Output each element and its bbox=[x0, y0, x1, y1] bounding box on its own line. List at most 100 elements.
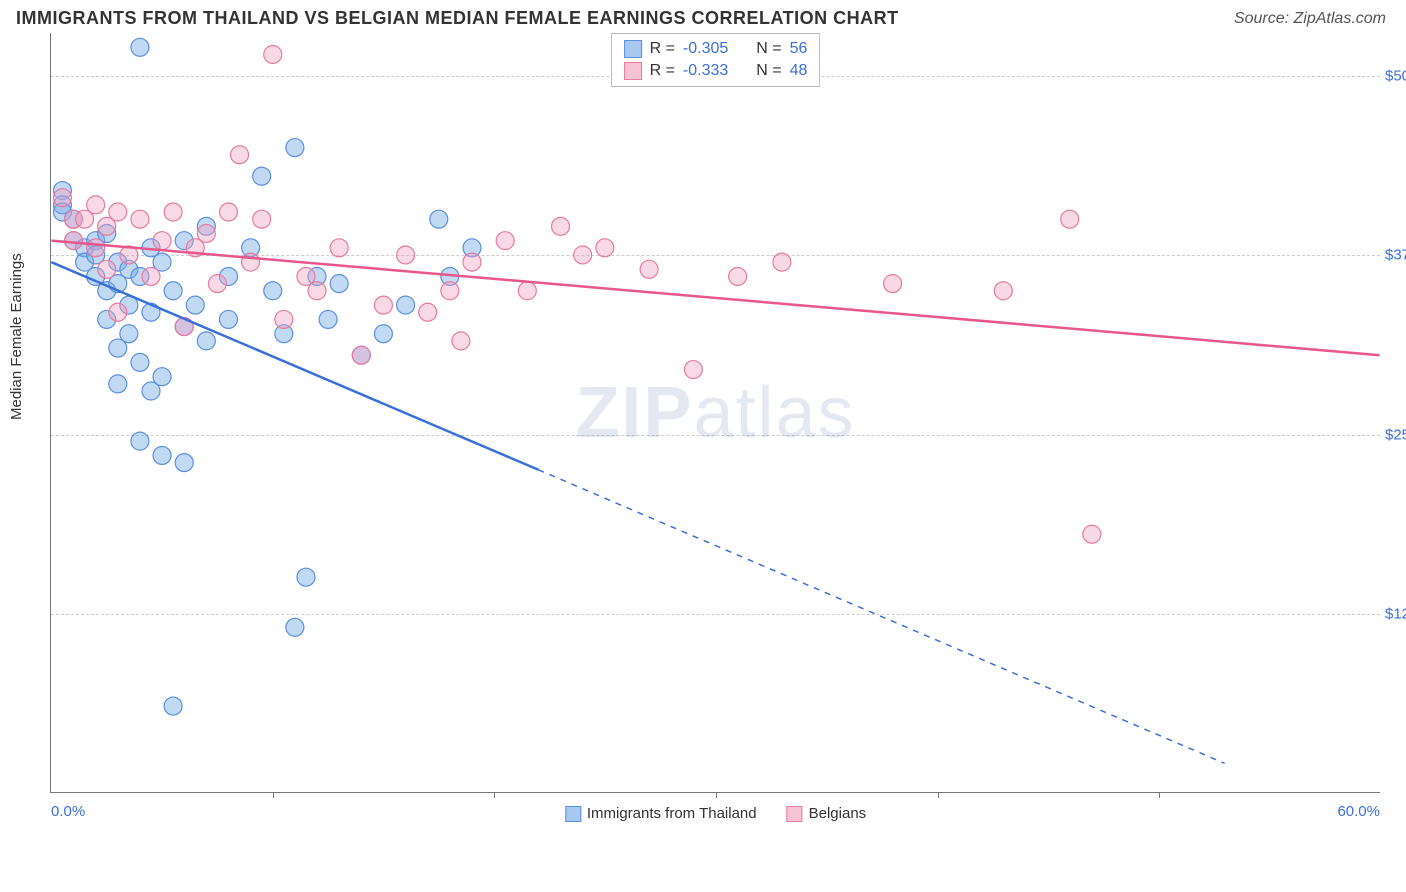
data-point bbox=[374, 325, 392, 343]
data-point bbox=[153, 446, 171, 464]
data-point bbox=[109, 303, 127, 321]
data-point bbox=[264, 282, 282, 300]
data-point bbox=[552, 217, 570, 235]
x-tick bbox=[494, 792, 495, 798]
stat-n-label: N = bbox=[756, 62, 781, 80]
data-point bbox=[640, 260, 658, 278]
data-point bbox=[518, 282, 536, 300]
data-point bbox=[231, 146, 249, 164]
series-legend: Immigrants from Thailand Belgians bbox=[565, 805, 866, 822]
chart-title: IMMIGRANTS FROM THAILAND VS BELGIAN MEDI… bbox=[16, 8, 899, 29]
data-point bbox=[297, 568, 315, 586]
data-point bbox=[65, 232, 83, 250]
source-attribution: Source: ZipAtlas.com bbox=[1234, 10, 1386, 28]
trend-line bbox=[51, 241, 1379, 356]
data-point bbox=[330, 239, 348, 257]
data-point bbox=[596, 239, 614, 257]
data-point bbox=[164, 203, 182, 221]
data-point bbox=[1083, 525, 1101, 543]
data-point bbox=[264, 45, 282, 63]
data-point bbox=[197, 332, 215, 350]
stat-n-label: N = bbox=[756, 40, 781, 58]
y-tick-label: $50,000 bbox=[1385, 68, 1406, 85]
data-point bbox=[352, 346, 370, 364]
data-point bbox=[463, 253, 481, 271]
data-point bbox=[164, 697, 182, 715]
data-point bbox=[153, 232, 171, 250]
data-point bbox=[131, 210, 149, 228]
data-point bbox=[219, 203, 237, 221]
y-axis-title: Median Female Earnings bbox=[8, 253, 25, 420]
data-point bbox=[430, 210, 448, 228]
stat-r-value: -0.305 bbox=[683, 40, 728, 58]
x-axis-min-label: 0.0% bbox=[51, 803, 85, 820]
legend-swatch bbox=[565, 806, 581, 822]
data-point bbox=[87, 196, 105, 214]
data-point bbox=[684, 361, 702, 379]
legend-swatch bbox=[787, 806, 803, 822]
data-point bbox=[729, 267, 747, 285]
data-point bbox=[253, 210, 271, 228]
x-axis-max-label: 60.0% bbox=[1337, 803, 1380, 820]
trend-line bbox=[51, 262, 538, 470]
data-point bbox=[419, 303, 437, 321]
data-point bbox=[109, 203, 127, 221]
x-tick bbox=[938, 792, 939, 798]
data-point bbox=[773, 253, 791, 271]
legend-label: Immigrants from Thailand bbox=[587, 805, 757, 822]
stat-r-value: -0.333 bbox=[683, 62, 728, 80]
data-point bbox=[319, 310, 337, 328]
data-point bbox=[242, 253, 260, 271]
data-point bbox=[496, 232, 514, 250]
legend-swatch bbox=[624, 40, 642, 58]
data-point bbox=[884, 275, 902, 293]
data-point bbox=[120, 325, 138, 343]
data-point bbox=[164, 282, 182, 300]
data-point bbox=[452, 332, 470, 350]
data-point bbox=[131, 432, 149, 450]
x-tick bbox=[273, 792, 274, 798]
data-point bbox=[208, 275, 226, 293]
trend-line-extrapolated bbox=[538, 470, 1224, 764]
data-point bbox=[574, 246, 592, 264]
stat-row: R = -0.333 N = 48 bbox=[624, 60, 808, 82]
data-point bbox=[1061, 210, 1079, 228]
data-point bbox=[441, 282, 459, 300]
legend-label: Belgians bbox=[809, 805, 867, 822]
data-point bbox=[286, 618, 304, 636]
data-point bbox=[142, 267, 160, 285]
data-point bbox=[109, 375, 127, 393]
data-point bbox=[374, 296, 392, 314]
scatter-svg bbox=[51, 33, 1380, 792]
data-point bbox=[308, 282, 326, 300]
data-point bbox=[53, 189, 71, 207]
stat-r-label: R = bbox=[650, 62, 675, 80]
data-point bbox=[87, 239, 105, 257]
stat-r-label: R = bbox=[650, 40, 675, 58]
stat-n-value: 56 bbox=[790, 40, 808, 58]
data-point bbox=[175, 454, 193, 472]
data-point bbox=[275, 310, 293, 328]
x-tick bbox=[1159, 792, 1160, 798]
legend-item: Belgians bbox=[787, 805, 867, 822]
legend-swatch bbox=[624, 62, 642, 80]
data-point bbox=[186, 296, 204, 314]
data-point bbox=[397, 246, 415, 264]
data-point bbox=[219, 310, 237, 328]
data-point bbox=[330, 275, 348, 293]
data-point bbox=[197, 225, 215, 243]
y-tick-label: $25,000 bbox=[1385, 426, 1406, 443]
y-tick-label: $37,500 bbox=[1385, 247, 1406, 264]
y-tick-label: $12,500 bbox=[1385, 605, 1406, 622]
data-point bbox=[994, 282, 1012, 300]
x-tick bbox=[716, 792, 717, 798]
correlation-stats-box: R = -0.305 N = 56 R = -0.333 N = 48 bbox=[611, 33, 821, 87]
data-point bbox=[131, 38, 149, 56]
data-point bbox=[286, 139, 304, 157]
data-point bbox=[131, 353, 149, 371]
stat-n-value: 48 bbox=[790, 62, 808, 80]
chart-plot-area: ZIPatlas R =-0.305N =56R =-0.333N =48 0.… bbox=[50, 33, 1380, 793]
data-point bbox=[253, 167, 271, 185]
data-point bbox=[98, 260, 116, 278]
legend-item: Immigrants from Thailand bbox=[565, 805, 757, 822]
